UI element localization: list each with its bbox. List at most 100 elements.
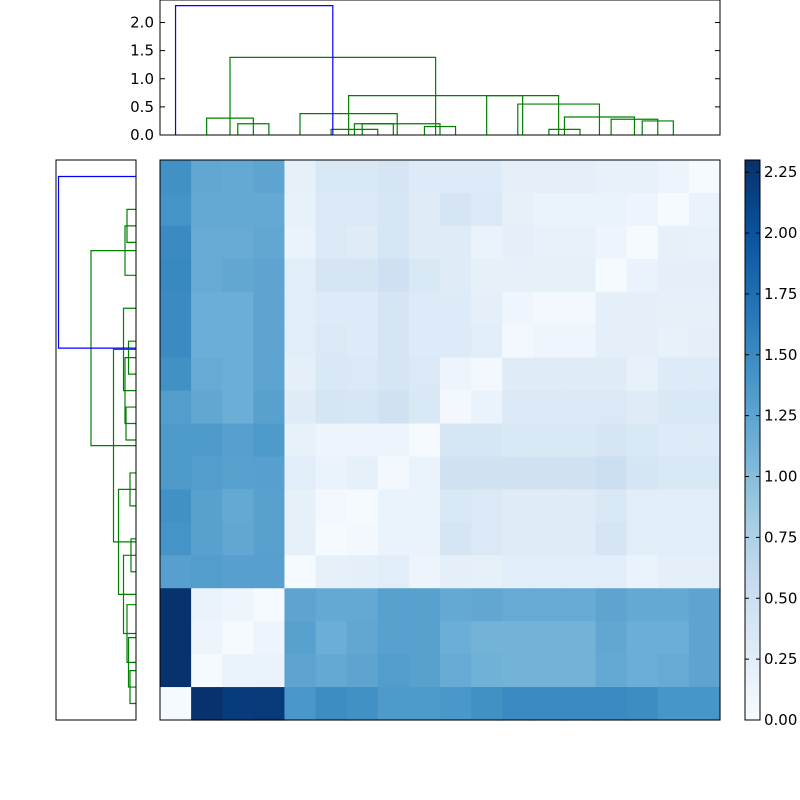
- heatmap-cell: [253, 456, 286, 491]
- heatmap-cell: [688, 522, 721, 556]
- heatmap-cell: [533, 522, 566, 556]
- heatmap-cell: [502, 258, 534, 293]
- heatmap-cell: [595, 456, 628, 491]
- heatmap-cell: [377, 489, 410, 523]
- heatmap-cell: [222, 621, 254, 655]
- heatmap-cell: [440, 456, 472, 491]
- heatmap-cell: [253, 654, 286, 688]
- heatmap-cell: [688, 489, 721, 523]
- heatmap-cell: [284, 588, 317, 622]
- heatmap-cell: [595, 258, 628, 293]
- heatmap-cell: [315, 621, 348, 655]
- heatmap-cell: [191, 160, 223, 194]
- heatmap-cell: [595, 654, 628, 688]
- colorbar-tick-label: 1.75: [764, 285, 797, 303]
- heatmap-cell: [191, 555, 223, 589]
- heatmap-cell: [626, 225, 659, 260]
- heatmap-cell: [160, 489, 192, 523]
- heatmap-cell: [346, 357, 379, 392]
- heatmap-cell: [253, 588, 286, 622]
- heatmap-cell: [408, 258, 441, 293]
- heatmap-cell: [440, 588, 472, 622]
- heatmap-cell: [502, 357, 534, 392]
- heatmap-cell: [626, 456, 659, 491]
- heatmap-cell: [377, 456, 410, 491]
- heatmap-cell: [346, 588, 379, 622]
- heatmap-cell: [595, 687, 628, 721]
- heatmap-cell: [440, 258, 472, 293]
- heatmap-cell: [440, 555, 472, 589]
- heatmap-cell: [533, 456, 566, 491]
- heatmap-cell: [502, 291, 534, 326]
- heatmap-cell: [253, 192, 286, 227]
- heatmap-cell: [315, 160, 348, 194]
- heatmap-cell: [657, 654, 690, 688]
- colorbar-tick-label: 2.25: [764, 163, 797, 181]
- top-dendrogram: 0.0 0.5 1.0 1.5 2.0: [130, 0, 721, 144]
- heatmap-cell: [315, 423, 348, 458]
- heatmap-cell: [160, 522, 192, 556]
- heatmap-cell: [284, 621, 317, 655]
- heatmap-cell: [440, 621, 472, 655]
- heatmap-cell: [315, 456, 348, 491]
- heatmap-cell: [471, 390, 503, 425]
- heatmap-cell: [377, 654, 410, 688]
- heatmap-cell: [377, 160, 410, 194]
- heatmap-cell: [440, 522, 472, 556]
- heatmap-cell: [222, 522, 254, 556]
- heatmap-cell: [564, 160, 597, 194]
- heatmap-cell: [315, 192, 348, 227]
- heatmap-cell: [253, 390, 286, 425]
- heatmap-cell: [471, 291, 503, 326]
- heatmap-cell: [533, 258, 566, 293]
- heatmap-cell: [222, 324, 254, 359]
- heatmap-cell: [346, 489, 379, 523]
- heatmap-cell: [346, 654, 379, 688]
- heatmap-cell: [346, 258, 379, 293]
- heatmap-cell: [222, 258, 254, 293]
- heatmap-cell: [502, 192, 534, 227]
- heatmap-cell: [408, 225, 441, 260]
- heatmap-cell: [191, 390, 223, 425]
- heatmap-cell: [408, 390, 441, 425]
- heatmap-cell: [564, 621, 597, 655]
- heatmap-cell: [284, 258, 317, 293]
- heatmap-cell: [626, 357, 659, 392]
- heatmap-cell: [533, 555, 566, 589]
- heatmap-cell: [191, 654, 223, 688]
- heatmap-cell: [595, 555, 628, 589]
- heatmap-cell: [253, 687, 286, 721]
- heatmap-cell: [408, 291, 441, 326]
- heatmap-cell: [533, 654, 566, 688]
- heatmap-cell: [533, 225, 566, 260]
- heatmap-cell: [440, 225, 472, 260]
- heatmap-cell: [222, 456, 254, 491]
- heatmap-cell: [471, 160, 503, 194]
- top-axis-tick-label: 1.5: [130, 42, 154, 60]
- heatmap-cell: [160, 654, 192, 688]
- heatmap-cell: [284, 489, 317, 523]
- heatmap-cell: [160, 324, 192, 359]
- heatmap-cell: [191, 225, 223, 260]
- heatmap-cell: [408, 687, 441, 721]
- colorbar-tick-label: 1.00: [764, 468, 797, 486]
- heatmap-cell: [471, 357, 503, 392]
- heatmap-cell: [688, 324, 721, 359]
- heatmap-cell: [377, 357, 410, 392]
- heatmap-cell: [688, 456, 721, 491]
- heatmap-cell: [253, 357, 286, 392]
- heatmap-cell: [502, 555, 534, 589]
- heatmap-cell: [626, 555, 659, 589]
- heatmap-cell: [284, 192, 317, 227]
- heatmap-cell: [595, 291, 628, 326]
- colorbar-tick-label: 0.00: [764, 711, 797, 729]
- colorbar-tick-label: 0.50: [764, 589, 797, 607]
- heatmap-cell: [408, 160, 441, 194]
- heatmap-cell: [160, 192, 192, 227]
- heatmap-cell: [284, 225, 317, 260]
- heatmap-cell: [222, 423, 254, 458]
- heatmap-cell: [595, 489, 628, 523]
- heatmap-cell: [595, 357, 628, 392]
- heatmap-cell: [408, 621, 441, 655]
- colorbar-tick-label: 1.50: [764, 346, 797, 364]
